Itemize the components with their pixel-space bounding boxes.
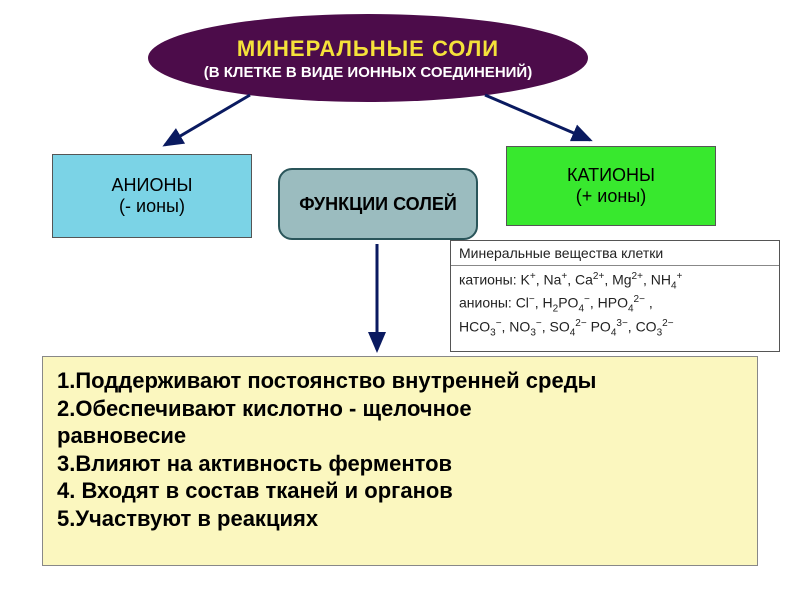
anions-sub: (- ионы) bbox=[119, 196, 185, 217]
list-item-5: 5.Участвуют в реакциях bbox=[57, 505, 743, 533]
list-item-1: 1.Поддерживают постоянство внутренней ср… bbox=[57, 367, 743, 395]
functions-box: ФУНКЦИИ СОЛЕЙ bbox=[278, 168, 478, 240]
mt-anions-1: анионы: Cl−, H2PO4−, HPO42− , bbox=[459, 293, 771, 316]
anions-box: АНИОНЫ (- ионы) bbox=[52, 154, 252, 238]
list-item-3: 3.Влияют на активность ферментов bbox=[57, 450, 743, 478]
cations-label: КАТИОНЫ bbox=[567, 165, 655, 186]
arrow-left bbox=[150, 90, 270, 160]
mineral-table-body: катионы: K+, Na+, Ca2+, Mg2+, NH4+ анион… bbox=[451, 266, 779, 340]
title-ellipse: МИНЕРАЛЬНЫЕ СОЛИ (В КЛЕТКЕ В ВИДЕ ИОННЫХ… bbox=[148, 14, 588, 102]
list-item-2b: равновесие bbox=[57, 422, 743, 450]
mineral-table-title: Минеральные вещества клетки bbox=[451, 241, 779, 266]
list-item-4: 4. Входят в состав тканей и органов bbox=[57, 477, 743, 505]
mt-cations: катионы: K+, Na+, Ca2+, Mg2+, NH4+ bbox=[459, 270, 771, 293]
mineral-table: Минеральные вещества клетки катионы: K+,… bbox=[450, 240, 780, 352]
functions-label: ФУНКЦИИ СОЛЕЙ bbox=[299, 194, 457, 215]
cations-box: КАТИОНЫ (+ ионы) bbox=[506, 146, 716, 226]
arrow-down bbox=[362, 242, 392, 360]
anions-label: АНИОНЫ bbox=[112, 175, 193, 196]
ellipse-subtitle: (В КЛЕТКЕ В ВИДЕ ИОННЫХ СОЕДИНЕНИЙ) bbox=[204, 64, 532, 81]
list-item-2: 2.Обеспечивают кислотно - щелочное bbox=[57, 395, 743, 423]
cations-sub: (+ ионы) bbox=[576, 186, 646, 207]
ellipse-title: МИНЕРАЛЬНЫЕ СОЛИ bbox=[237, 36, 499, 62]
functions-list: 1.Поддерживают постоянство внутренней ср… bbox=[42, 356, 758, 566]
mt-anions-2: HCO3−, NO3−, SO42− PO43−, CO32− bbox=[459, 317, 771, 340]
